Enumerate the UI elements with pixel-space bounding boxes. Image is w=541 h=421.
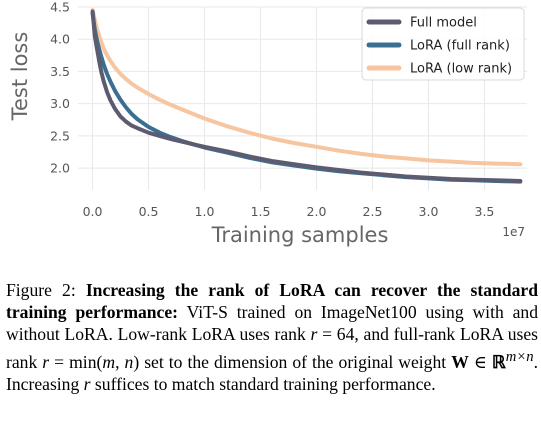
x-scale-label: 1e7 [502,225,525,239]
figure-label: Figure 2: [6,280,76,300]
y-tick-label: 2.5 [50,128,70,143]
x-ticks: 0.0 0.5 1.0 1.5 2.0 2.5 3.0 3.5 [83,204,495,219]
loss-chart: 0.0 0.5 1.0 1.5 2.0 2.5 3.0 3.5 2.0 2.5 3.0 3.5 4.0… [8,0,527,247]
caption-math-r-1: r [310,324,318,345]
caption-body-4: suffices to match standard training perf… [90,373,436,394]
x-axis-label: Training samples [211,223,389,247]
y-ticks: 2.0 2.5 3.0 3.5 4.0 4.5 [50,0,70,176]
x-tick-label: 0.0 [83,204,103,219]
caption-weight-w: W [451,351,469,372]
x-tick-label: 1.5 [251,204,271,219]
legend-label-lora-low-rank: LoRA (low rank) [410,62,512,77]
caption-eq-64: = 64, and full-rank LoRA uses rank [6,324,538,372]
x-tick-label: 3.0 [419,204,439,219]
caption-comma: , [115,351,125,372]
caption-superscript: m×n [505,348,534,365]
y-tick-label: 4.5 [50,0,70,15]
caption-math-r-3: r [83,373,91,394]
y-tick-label: 2.0 [50,161,70,176]
x-tick-label: 1.0 [195,204,215,219]
caption-math-n: n [124,351,134,372]
x-tick-label: 3.5 [475,204,495,219]
series-line-full-model [90,9,523,183]
caption-body-2: ) set to the dimension of the original w… [133,351,452,372]
y-tick-label: 3.5 [50,64,70,79]
y-axis-label: Test loss [8,32,32,122]
caption-eq-min: = min( [49,351,103,372]
figure-caption: Figure 2: Increasing the rank of LoRA ca… [6,279,538,395]
caption-real-set: ℝ [491,351,506,372]
caption-in: ∈ [468,351,492,372]
x-tick-label: 2.5 [363,204,383,219]
caption-math-r-2: r [42,351,50,372]
y-tick-label: 3.0 [50,96,70,111]
x-tick-label: 2.0 [307,204,327,219]
x-tick-label: 0.5 [139,204,159,219]
caption-bold-title: Increasing the rank of LoRA can recover … [6,280,538,323]
legend-box [361,7,525,81]
legend-label-full-model: Full model [410,16,477,31]
caption-body-1: ViT-S trained on ImageNet100 using with … [6,302,539,345]
legend-label-lora-full-rank: LoRA (full rank) [410,39,510,54]
series-group [90,8,523,184]
caption-math-m: m [102,351,116,372]
series-line-lora-low-rank [90,8,523,167]
caption-body-3: . Increasing [6,351,539,394]
y-tick-label: 4.0 [50,32,70,47]
legend: Full model LoRA (full rank) LoRA (low ra… [361,7,525,81]
